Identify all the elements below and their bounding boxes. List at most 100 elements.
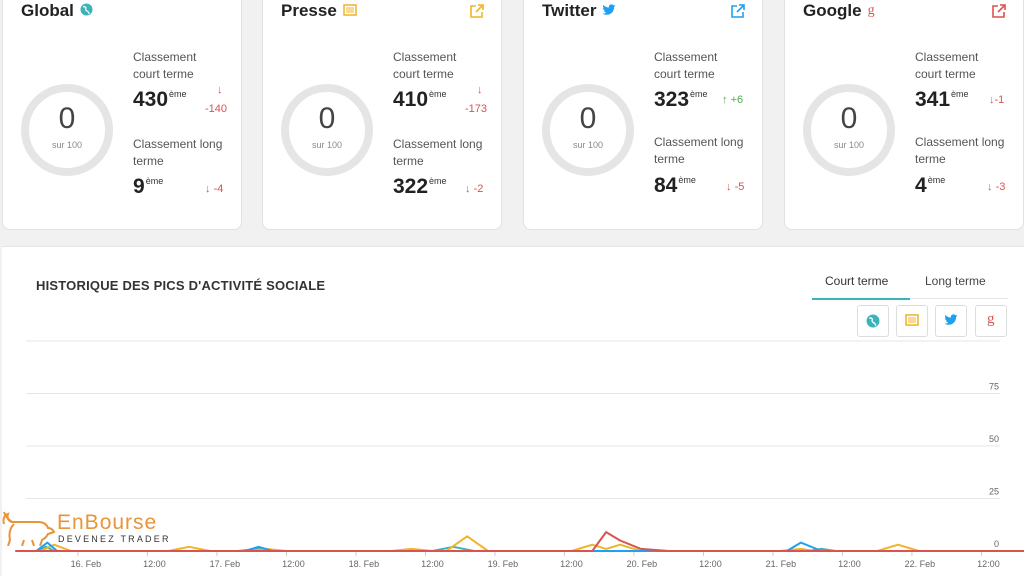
filter-presse-button[interactable] — [896, 305, 928, 337]
score-value: 0 — [840, 102, 858, 135]
short-term-label: Classement court terme — [654, 50, 718, 81]
filter-global-button[interactable] — [857, 305, 889, 337]
external-link-icon[interactable] — [469, 3, 485, 19]
short-term-delta: ↑ +6 — [722, 94, 743, 106]
arrow-down-icon: ↓ — [205, 183, 211, 195]
long-term-delta: ↓ -4 — [205, 183, 223, 195]
long-term-label: Classement long terme — [133, 137, 223, 168]
short-term-rank: 410ème — [393, 88, 447, 112]
rank-number: 322 — [393, 175, 429, 198]
rank-number: 4 — [915, 174, 927, 197]
period-tabs: Court terme Long terme — [812, 273, 1008, 300]
delta-value: -5 — [734, 181, 745, 193]
delta-value: -2 — [473, 183, 484, 195]
rank-number: 84 — [654, 174, 678, 197]
card-title: Google g — [803, 1, 875, 21]
long-term-rank: 84ème — [654, 174, 696, 198]
score-value: 0 — [58, 102, 76, 135]
short-term-rank: 323ème — [654, 88, 708, 112]
rank-suffix: ème — [927, 175, 946, 185]
rank-suffix: ème — [678, 175, 696, 185]
tab-court-terme[interactable]: Court terme — [825, 274, 889, 288]
rank-number: 341 — [915, 88, 951, 111]
panel-title: HISTORIQUE DES PICS D'ACTIVITÉ SOCIALE — [36, 278, 326, 293]
short-term-label: Classement court terme — [133, 50, 197, 81]
rank-number: 323 — [654, 88, 690, 111]
filter-google-button[interactable]: g — [975, 305, 1007, 337]
card-twitter: Twitter 0 sur 100 Classement court terme… — [523, 0, 763, 230]
twitter-icon — [602, 3, 616, 19]
globe-icon — [80, 3, 93, 19]
short-term-label: Classement court terme — [915, 50, 979, 81]
short-term-arrow-icon: ↓ — [217, 84, 223, 96]
card-title-text: Google — [803, 1, 862, 20]
long-term-label: Classement long terme — [654, 135, 744, 166]
google-plus-icon: g — [987, 311, 995, 327]
rank-suffix: ème — [690, 89, 708, 99]
filter-twitter-button[interactable] — [935, 305, 967, 337]
card-title: Presse — [281, 1, 357, 21]
score-gauge: 0 sur 100 — [281, 84, 373, 176]
x-tick-label: 17. Feb — [210, 559, 241, 569]
rank-number: 430 — [133, 88, 169, 111]
score-scale: sur 100 — [51, 140, 83, 150]
x-tick-label: 12:00 — [421, 559, 444, 569]
card-title: Global — [21, 1, 93, 21]
rank-suffix: ème — [145, 176, 164, 186]
short-term-rank: 430ème — [133, 88, 187, 112]
tab-long-terme[interactable]: Long terme — [925, 274, 986, 288]
short-term-delta: ↓-1 — [989, 94, 1004, 106]
score-gauge: 0 sur 100 — [803, 84, 895, 176]
delta-value: -4 — [213, 183, 224, 195]
logo-brand: EnBourse — [57, 511, 158, 534]
rank-number: 410 — [393, 88, 429, 111]
long-term-rank: 4ème — [915, 174, 945, 198]
delta-value: -1 — [994, 94, 1005, 106]
google-plus-icon: g — [867, 3, 875, 18]
x-tick-label: 12:00 — [560, 559, 583, 569]
x-tick-label: 12:00 — [699, 559, 722, 569]
long-term-label: Classement long terme — [915, 135, 1005, 166]
arrow-down-icon: ↓ — [465, 183, 471, 195]
newspaper-icon — [343, 3, 357, 19]
score-gauge: 0 sur 100 — [21, 84, 113, 176]
card-title-text: Twitter — [542, 1, 597, 20]
rank-suffix: ème — [429, 176, 447, 186]
arrow-down-icon: ↓ — [987, 181, 993, 193]
rank-suffix: ème — [169, 89, 187, 99]
card-title: Twitter — [542, 1, 616, 21]
score-value: 0 — [579, 102, 597, 135]
card-presse: Presse 0 sur 100 Classement court terme … — [262, 0, 502, 230]
long-term-delta: ↓ -3 — [987, 181, 1005, 193]
y-tick-label: 25 — [989, 487, 999, 497]
long-term-label: Classement long terme — [393, 137, 483, 168]
logo-tagline: DEVENEZ TRADER — [58, 534, 171, 544]
x-tick-label: 12:00 — [282, 559, 305, 569]
long-term-rank: 322ème — [393, 175, 447, 199]
score-scale: sur 100 — [311, 140, 343, 150]
external-link-icon[interactable] — [730, 3, 746, 19]
long-term-delta: ↓ -5 — [726, 181, 744, 193]
short-term-rank: 341ème — [915, 88, 969, 112]
x-tick-label: 22. Feb — [905, 559, 936, 569]
active-tab-indicator — [812, 298, 910, 300]
series-line-google — [15, 531, 1024, 552]
x-tick-label: 12:00 — [838, 559, 861, 569]
arrow-up-icon: ↑ — [722, 94, 728, 106]
external-link-icon[interactable] — [991, 3, 1007, 19]
card-global: Global 0 sur 100 Classement court terme … — [2, 0, 242, 230]
delta-value: -3 — [995, 181, 1006, 193]
score-gauge: 0 sur 100 — [542, 84, 634, 176]
y-tick-label: 0 — [994, 539, 999, 549]
short-term-arrow-icon: ↓ — [477, 84, 483, 96]
series-line-twitter — [15, 541, 1024, 552]
y-tick-label: 50 — [989, 434, 999, 444]
long-term-rank: 9ème — [133, 175, 163, 199]
x-tick-label: 16. Feb — [71, 559, 102, 569]
x-tick-label: 19. Feb — [488, 559, 519, 569]
score-scale: sur 100 — [572, 140, 604, 150]
activity-panel: HISTORIQUE DES PICS D'ACTIVITÉ SOCIALE C… — [2, 246, 1024, 576]
long-term-delta: ↓ -2 — [465, 183, 483, 195]
enbourse-logo: EnBourse DEVENEZ TRADER — [0, 508, 180, 548]
